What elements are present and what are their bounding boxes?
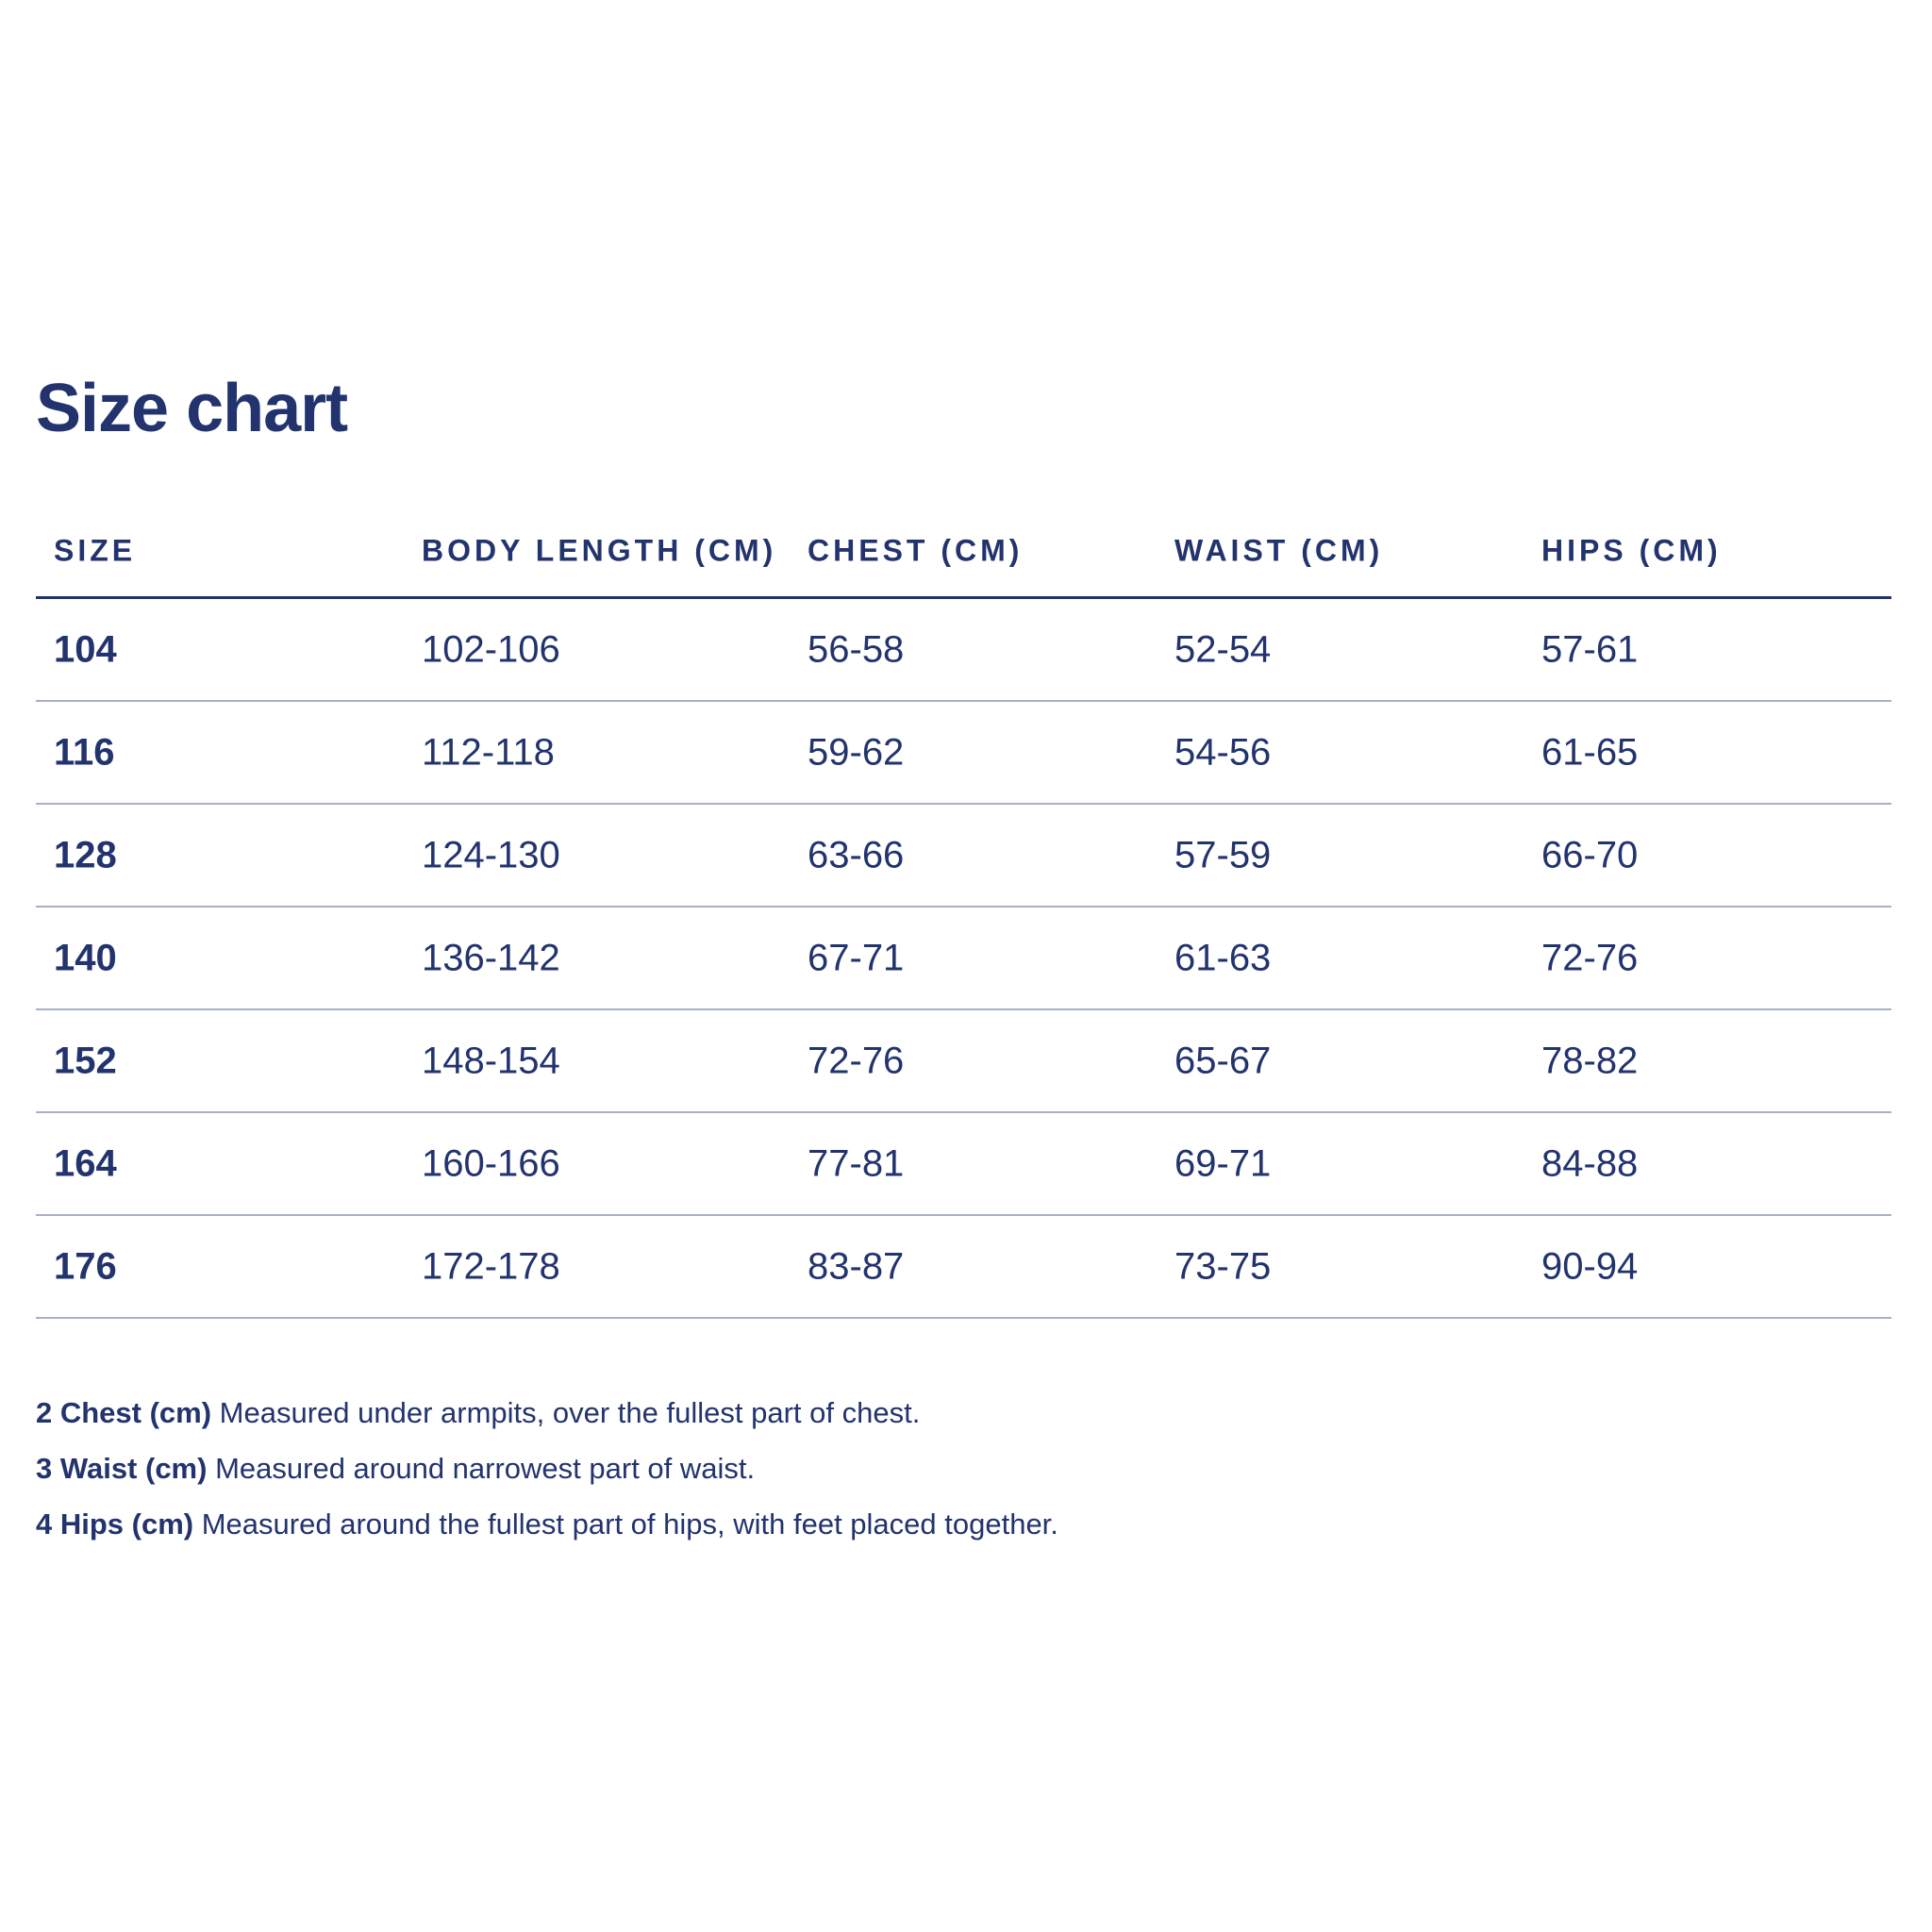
footnote-chest: 2 Chest (cm) Measured under armpits, ove… — [36, 1385, 1058, 1441]
cell-waist: 65-67 — [1174, 1040, 1272, 1081]
cell-waist: 69-71 — [1174, 1142, 1272, 1184]
cell-body-length: 136-142 — [422, 937, 560, 978]
cell-hips: 66-70 — [1541, 834, 1639, 875]
cell-waist: 61-63 — [1174, 937, 1272, 978]
cell-hips: 78-82 — [1541, 1040, 1639, 1081]
header-waist: WAIST (CM) — [1174, 533, 1384, 568]
cell-chest: 83-87 — [808, 1245, 905, 1287]
cell-body-length: 102-106 — [422, 628, 560, 670]
cell-size: 128 — [54, 834, 117, 875]
cell-chest: 72-76 — [808, 1040, 905, 1081]
cell-size: 152 — [54, 1040, 117, 1081]
table-row: 128 124-130 63-66 57-59 66-70 — [36, 805, 1891, 908]
header-hips: HIPS (CM) — [1541, 533, 1722, 568]
cell-chest: 63-66 — [808, 834, 905, 875]
cell-hips: 90-94 — [1541, 1245, 1639, 1287]
table-row: 152 148-154 72-76 65-67 78-82 — [36, 1010, 1891, 1113]
table-row: 176 172-178 83-87 73-75 90-94 — [36, 1216, 1891, 1319]
header-size: SIZE — [54, 533, 137, 568]
cell-chest: 67-71 — [808, 937, 905, 978]
header-chest: CHEST (CM) — [808, 533, 1024, 568]
cell-body-length: 112-118 — [422, 731, 555, 773]
table-row: 104 102-106 56-58 52-54 57-61 — [36, 599, 1891, 702]
cell-body-length: 124-130 — [422, 834, 560, 875]
table-row: 140 136-142 67-71 61-63 72-76 — [36, 908, 1891, 1010]
cell-waist: 73-75 — [1174, 1245, 1272, 1287]
page-title: Size chart — [36, 371, 348, 446]
cell-size: 104 — [54, 628, 117, 670]
cell-chest: 59-62 — [808, 731, 905, 773]
table-row: 164 160-166 77-81 69-71 84-88 — [36, 1113, 1891, 1216]
header-body-length: BODY LENGTH (CM) — [422, 533, 777, 568]
cell-size: 140 — [54, 937, 117, 978]
footnote-label: 4 Hips (cm) — [36, 1507, 194, 1541]
cell-waist: 52-54 — [1174, 628, 1272, 670]
cell-body-length: 148-154 — [422, 1040, 560, 1081]
footnote-label: 2 Chest (cm) — [36, 1396, 212, 1429]
cell-waist: 57-59 — [1174, 834, 1272, 875]
cell-hips: 57-61 — [1541, 628, 1639, 670]
cell-hips: 61-65 — [1541, 731, 1639, 773]
table-row: 116 112-118 59-62 54-56 61-65 — [36, 702, 1891, 805]
cell-chest: 77-81 — [808, 1142, 905, 1184]
footnotes: 2 Chest (cm) Measured under armpits, ove… — [36, 1385, 1058, 1552]
cell-size: 176 — [54, 1245, 117, 1287]
cell-hips: 84-88 — [1541, 1142, 1639, 1184]
cell-body-length: 160-166 — [422, 1142, 560, 1184]
cell-size: 116 — [54, 731, 115, 773]
footnote-hips: 4 Hips (cm) Measured around the fullest … — [36, 1496, 1058, 1552]
cell-body-length: 172-178 — [422, 1245, 560, 1287]
size-table: SIZE BODY LENGTH (CM) CHEST (CM) WAIST (… — [36, 509, 1891, 1319]
cell-chest: 56-58 — [808, 628, 905, 670]
footnote-waist: 3 Waist (cm) Measured around narrowest p… — [36, 1441, 1058, 1496]
cell-hips: 72-76 — [1541, 937, 1639, 978]
footnote-text: Measured around the fullest part of hips… — [201, 1507, 1058, 1541]
footnote-text: Measured around narrowest part of waist. — [215, 1452, 756, 1485]
footnote-label: 3 Waist (cm) — [36, 1452, 208, 1485]
footnote-text: Measured under armpits, over the fullest… — [219, 1396, 921, 1429]
table-header: SIZE BODY LENGTH (CM) CHEST (CM) WAIST (… — [36, 509, 1891, 599]
cell-waist: 54-56 — [1174, 731, 1272, 773]
cell-size: 164 — [54, 1142, 117, 1184]
